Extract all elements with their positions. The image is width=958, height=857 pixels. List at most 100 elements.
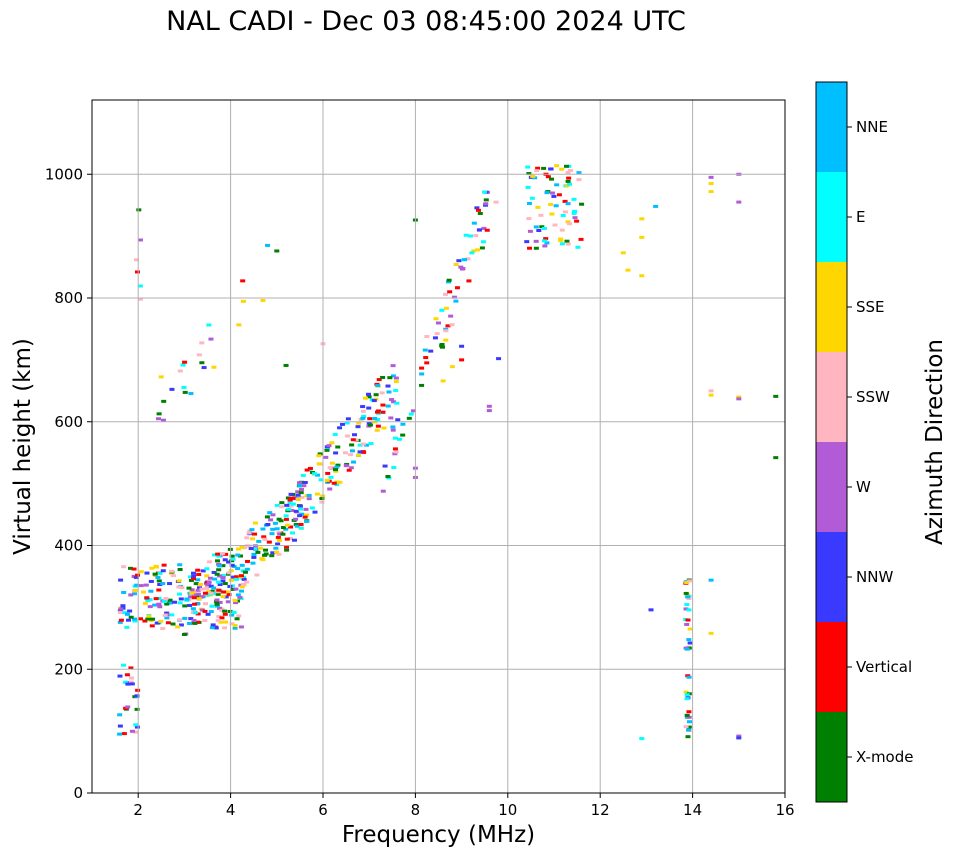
echo-point (228, 569, 234, 573)
echo-point (274, 527, 280, 531)
echo-point (685, 618, 691, 622)
echo-point (323, 455, 329, 459)
echo-point (187, 621, 193, 625)
echo-point (686, 710, 692, 714)
echo-point (211, 365, 217, 369)
echo-point (393, 380, 399, 384)
echo-point (214, 602, 220, 606)
x-tick-label: 2 (133, 801, 143, 819)
echo-point (439, 308, 445, 312)
echo-point (542, 244, 548, 248)
echo-point (167, 598, 173, 602)
echo-point (565, 242, 571, 246)
echo-point (215, 618, 221, 622)
echo-point (188, 392, 194, 396)
echo-point (276, 552, 282, 556)
echo-point (234, 577, 240, 581)
echo-point (535, 205, 541, 209)
echo-point (181, 385, 187, 389)
echo-point (390, 428, 396, 432)
echo-point (244, 567, 250, 571)
echo-point (222, 612, 228, 616)
echo-point (708, 175, 714, 179)
y-tick-label: 200 (54, 660, 83, 678)
echo-point (534, 169, 540, 173)
echo-point (648, 608, 654, 612)
echo-point (149, 624, 155, 628)
echo-point (367, 423, 373, 427)
echo-point (283, 517, 289, 521)
echo-point (475, 248, 481, 252)
echo-point (277, 532, 283, 536)
colorbar-segment (816, 262, 847, 352)
echo-point (684, 697, 690, 701)
echo-point (239, 589, 245, 593)
echo-point (214, 572, 220, 576)
echo-point (204, 574, 210, 578)
colorbar-label: Azimuth Direction (922, 339, 948, 545)
echo-point (476, 228, 482, 232)
echo-point (446, 278, 452, 282)
echo-point (301, 484, 307, 488)
echo-point (158, 619, 164, 623)
echo-point (542, 239, 548, 243)
x-tick-label: 4 (226, 801, 236, 819)
echo-point (202, 609, 208, 613)
echo-point (240, 299, 246, 303)
plot-frame (91, 99, 786, 794)
echo-point (155, 575, 161, 579)
echo-point (327, 466, 333, 470)
echo-point (443, 338, 449, 342)
echo-point (279, 505, 285, 509)
echo-point (684, 622, 690, 626)
echo-point (176, 585, 182, 589)
echo-point (208, 584, 214, 588)
echo-point (156, 588, 162, 592)
echo-point (397, 437, 403, 441)
echo-point (432, 336, 438, 340)
echo-point (533, 239, 539, 243)
echo-point (291, 538, 297, 542)
echo-point (288, 492, 294, 496)
echo-point (147, 605, 153, 609)
echo-point (222, 609, 228, 613)
echo-point (195, 620, 201, 624)
echo-point (535, 166, 541, 170)
echo-point (474, 206, 480, 210)
colorbar-frame (815, 81, 848, 803)
echo-point (134, 583, 140, 587)
echo-point (209, 626, 215, 630)
colorbar-tick-label: NNE (856, 118, 888, 136)
echo-point (209, 589, 215, 593)
echo-point (360, 450, 366, 454)
echo-point (235, 593, 241, 597)
echo-point (686, 608, 692, 612)
echo-point (216, 568, 222, 572)
echo-point (176, 579, 182, 583)
echo-point (217, 564, 223, 568)
echo-point (274, 550, 280, 554)
echo-point (236, 323, 242, 327)
echo-point (684, 647, 690, 651)
echo-point (324, 448, 330, 452)
x-tick-label: 12 (591, 801, 610, 819)
echo-point (529, 196, 535, 200)
echo-point (304, 519, 310, 523)
echo-point (318, 478, 324, 482)
echo-point (316, 454, 322, 458)
echo-point (393, 388, 399, 392)
echo-point (317, 452, 323, 456)
echo-point (236, 547, 242, 551)
echo-point (295, 497, 301, 501)
echo-point (475, 208, 481, 212)
echo-point (683, 607, 689, 611)
echo-point (252, 521, 258, 525)
echo-point (233, 601, 239, 605)
echo-point (406, 416, 412, 420)
colorbar-segment (816, 712, 847, 802)
echo-point (312, 510, 318, 514)
echo-point (736, 395, 742, 399)
echo-point (353, 438, 359, 442)
echo-point (195, 578, 201, 582)
echo-point (686, 715, 692, 719)
